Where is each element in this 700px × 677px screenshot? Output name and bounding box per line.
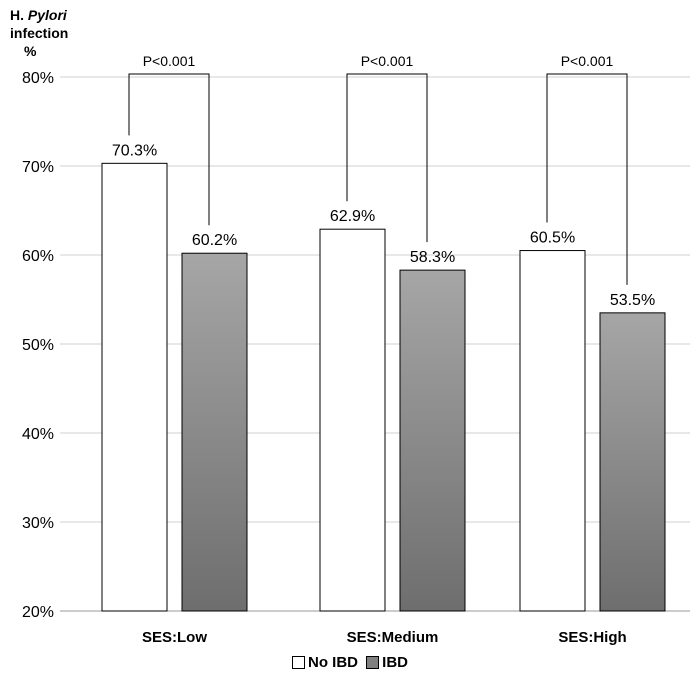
legend-swatch-no-ibd: [291, 656, 305, 669]
p-value-annotation: P<0.001: [361, 53, 414, 69]
y-tick-label: 50%: [22, 337, 54, 354]
y-axis-label: H. Pylori infection %: [10, 6, 68, 60]
legend-label-no-ibd: No IBD: [307, 654, 358, 671]
bar-ibd-2: [399, 269, 466, 612]
legend: No IBD IBD: [0, 654, 700, 673]
bar-no-ibd-2: [319, 228, 386, 612]
y-tick-label: 70%: [22, 159, 54, 176]
x-tick-label: SES:Medium: [347, 629, 439, 646]
legend-label-ibd: IBD: [382, 654, 408, 671]
x-tick-label: SES:Low: [142, 629, 207, 646]
legend-swatch-ibd: [366, 656, 380, 669]
legend-item-ibd: IBD: [366, 654, 408, 671]
y-axis-label-line3: %: [24, 43, 37, 59]
bar-ibd-1: [181, 252, 248, 612]
bar-ibd-3: [599, 312, 666, 612]
y-tick-label: 60%: [22, 248, 54, 265]
data-label: 58.3%: [410, 249, 455, 266]
data-label: 53.5%: [610, 292, 655, 309]
p-value-annotation: P<0.001: [143, 53, 196, 69]
data-label: 70.3%: [112, 142, 157, 159]
x-tick-label: SES:High: [558, 629, 626, 646]
p-value-annotation: P<0.001: [561, 53, 614, 69]
significance-bracket: [546, 73, 628, 285]
y-tick-label: 80%: [22, 70, 54, 87]
y-axis-label-line2: infection: [10, 25, 69, 41]
significance-bracket: [346, 73, 428, 243]
y-tick-label: 40%: [22, 426, 54, 443]
bar-no-ibd-3: [519, 250, 586, 612]
data-label: 60.2%: [192, 232, 237, 249]
y-tick-label: 30%: [22, 515, 54, 532]
data-label: 62.9%: [330, 208, 375, 225]
data-label: 60.5%: [530, 230, 575, 247]
y-axis-label-part1: H.: [10, 7, 24, 23]
y-tick-label: 20%: [22, 604, 54, 621]
significance-bracket: [128, 73, 210, 226]
y-axis-label-part2: Pylori: [27, 7, 67, 23]
legend-item-no-ibd: No IBD: [291, 654, 358, 671]
bar-no-ibd-1: [101, 162, 168, 612]
